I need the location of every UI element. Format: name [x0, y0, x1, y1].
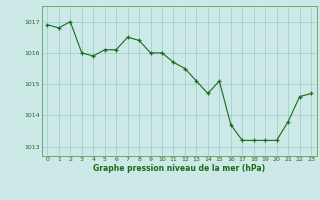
X-axis label: Graphe pression niveau de la mer (hPa): Graphe pression niveau de la mer (hPa) [93, 164, 265, 173]
